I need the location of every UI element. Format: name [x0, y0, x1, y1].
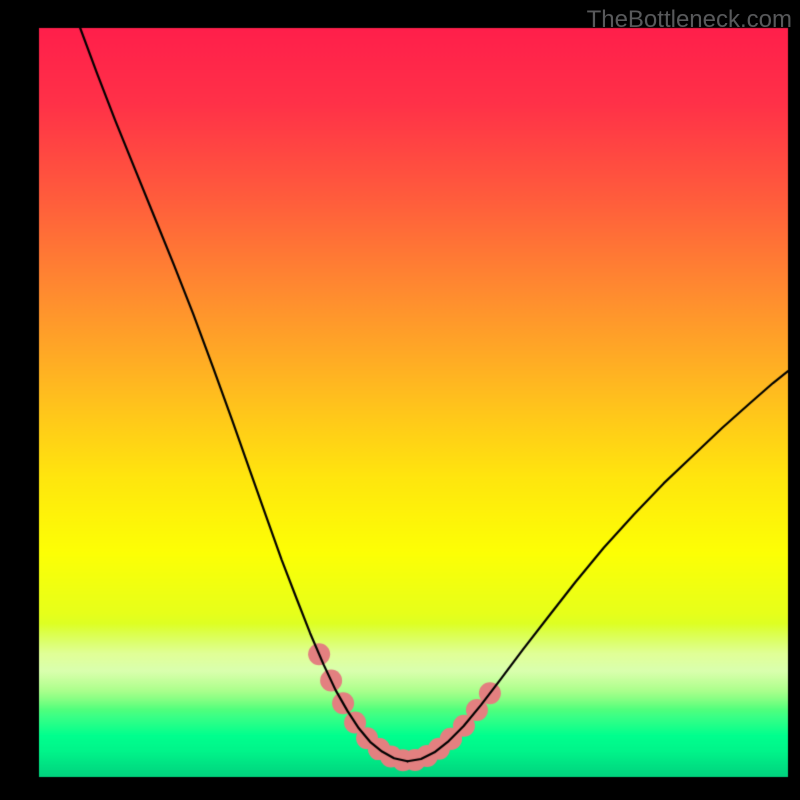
- bottleneck-curve-chart: [0, 0, 800, 800]
- watermark-text: TheBottleneck.com: [587, 6, 792, 34]
- chart-root: TheBottleneck.com: [0, 0, 800, 800]
